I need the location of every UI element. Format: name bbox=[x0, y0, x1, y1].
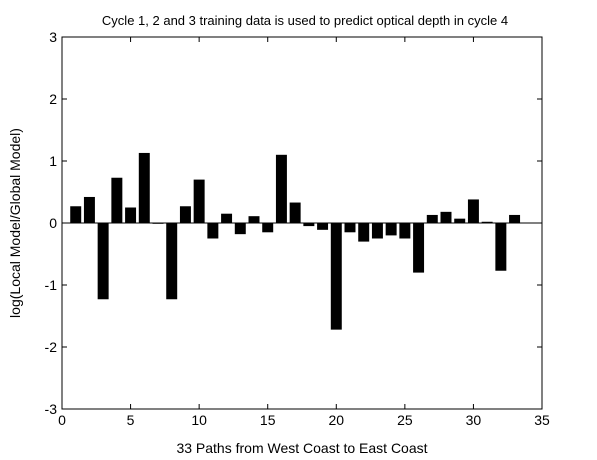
y-tick-label: -1 bbox=[45, 277, 58, 293]
bar-path-14 bbox=[248, 216, 260, 223]
x-tick-label: 0 bbox=[58, 412, 66, 428]
bars-group bbox=[70, 152, 521, 330]
x-tick-label: 35 bbox=[534, 412, 550, 428]
x-axis-label: 33 Paths from West Coast to East Coast bbox=[176, 440, 427, 456]
bar-path-28 bbox=[440, 211, 452, 223]
bar-path-12 bbox=[221, 213, 233, 223]
bar-path-25 bbox=[399, 223, 411, 239]
y-axis-label: log(Local Model/Global Model) bbox=[7, 128, 23, 318]
chart-title: Cycle 1, 2 and 3 training data is used t… bbox=[102, 13, 508, 28]
y-tick-label: 2 bbox=[49, 91, 57, 107]
bar-path-31 bbox=[481, 221, 493, 223]
bar-path-1 bbox=[70, 206, 82, 223]
bar-path-23 bbox=[371, 223, 383, 239]
bar-path-9 bbox=[179, 206, 191, 223]
x-tick-label: 5 bbox=[127, 412, 135, 428]
bar-path-15 bbox=[262, 223, 274, 233]
x-ticks: 0 5 10 15 20 25 30 35 bbox=[58, 37, 550, 428]
bar-path-13 bbox=[234, 223, 246, 235]
bar-path-19 bbox=[317, 223, 329, 230]
bar-path-2 bbox=[83, 196, 95, 223]
y-tick-label: 0 bbox=[49, 215, 57, 231]
bar-path-27 bbox=[426, 214, 438, 223]
bar-path-11 bbox=[207, 223, 219, 239]
bar-path-32 bbox=[495, 223, 507, 271]
x-tick-label: 10 bbox=[191, 412, 207, 428]
bar-path-7 bbox=[152, 223, 164, 224]
bar-path-4 bbox=[111, 177, 123, 223]
bar-path-21 bbox=[344, 223, 356, 233]
x-tick-label: 15 bbox=[260, 412, 276, 428]
bar-path-22 bbox=[358, 223, 370, 242]
bar-path-3 bbox=[97, 223, 109, 300]
bar-path-16 bbox=[275, 154, 287, 223]
plot-frame bbox=[61, 36, 543, 410]
bar-path-24 bbox=[385, 223, 397, 236]
y-tick-label: 1 bbox=[49, 153, 57, 169]
bar-path-26 bbox=[413, 223, 425, 273]
x-tick-label: 30 bbox=[466, 412, 482, 428]
bar-path-17 bbox=[289, 202, 301, 223]
x-tick-label: 25 bbox=[397, 412, 413, 428]
bar-path-18 bbox=[303, 223, 315, 227]
bar-path-29 bbox=[454, 218, 466, 223]
bar-path-5 bbox=[125, 207, 137, 223]
bar-path-8 bbox=[166, 223, 178, 300]
y-tick-label: -2 bbox=[45, 339, 58, 355]
bar-path-20 bbox=[330, 223, 342, 330]
y-tick-label: 3 bbox=[49, 29, 57, 45]
bar-path-10 bbox=[193, 179, 205, 223]
bar-path-6 bbox=[138, 152, 150, 223]
bar-path-33 bbox=[509, 214, 521, 223]
bar-path-30 bbox=[467, 199, 479, 223]
x-tick-label: 20 bbox=[328, 412, 344, 428]
y-tick-label: -3 bbox=[45, 401, 58, 417]
